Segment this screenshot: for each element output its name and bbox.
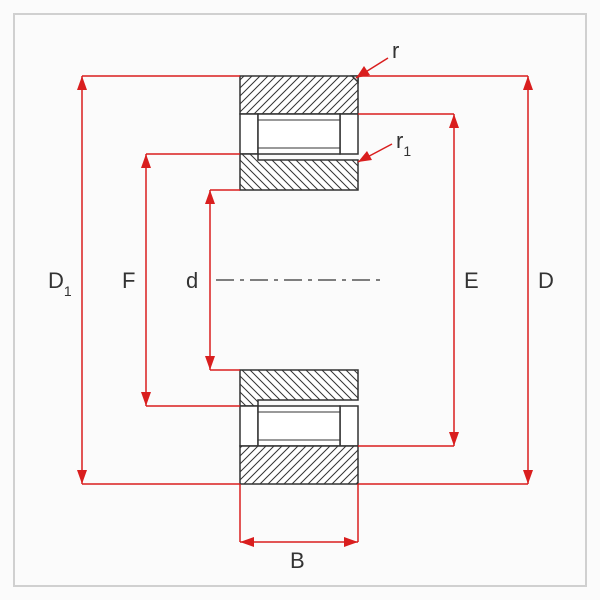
label-F: F (122, 268, 135, 293)
inner-ring-top (240, 154, 358, 190)
bearing-cross-section (216, 76, 382, 484)
dim-D1: D1 (48, 76, 240, 484)
bearing-diagram: D1 F d E D (0, 0, 600, 600)
dim-B: B (240, 484, 358, 573)
label-E: E (464, 268, 479, 293)
label-D: D (538, 268, 554, 293)
dim-r1: r1 (358, 128, 411, 162)
label-d: d (186, 268, 198, 293)
label-D1: D1 (48, 268, 72, 299)
inner-ring-bottom (240, 370, 358, 406)
label-r: r (392, 38, 399, 63)
roller-assembly-bottom (240, 406, 358, 446)
roller-assembly-top (240, 114, 358, 154)
dim-D: D (358, 76, 554, 484)
label-r1: r1 (396, 128, 411, 159)
outer-ring-top (240, 76, 358, 114)
label-B: B (290, 548, 305, 573)
outer-ring-bottom (240, 446, 358, 484)
dim-r: r (356, 38, 399, 78)
